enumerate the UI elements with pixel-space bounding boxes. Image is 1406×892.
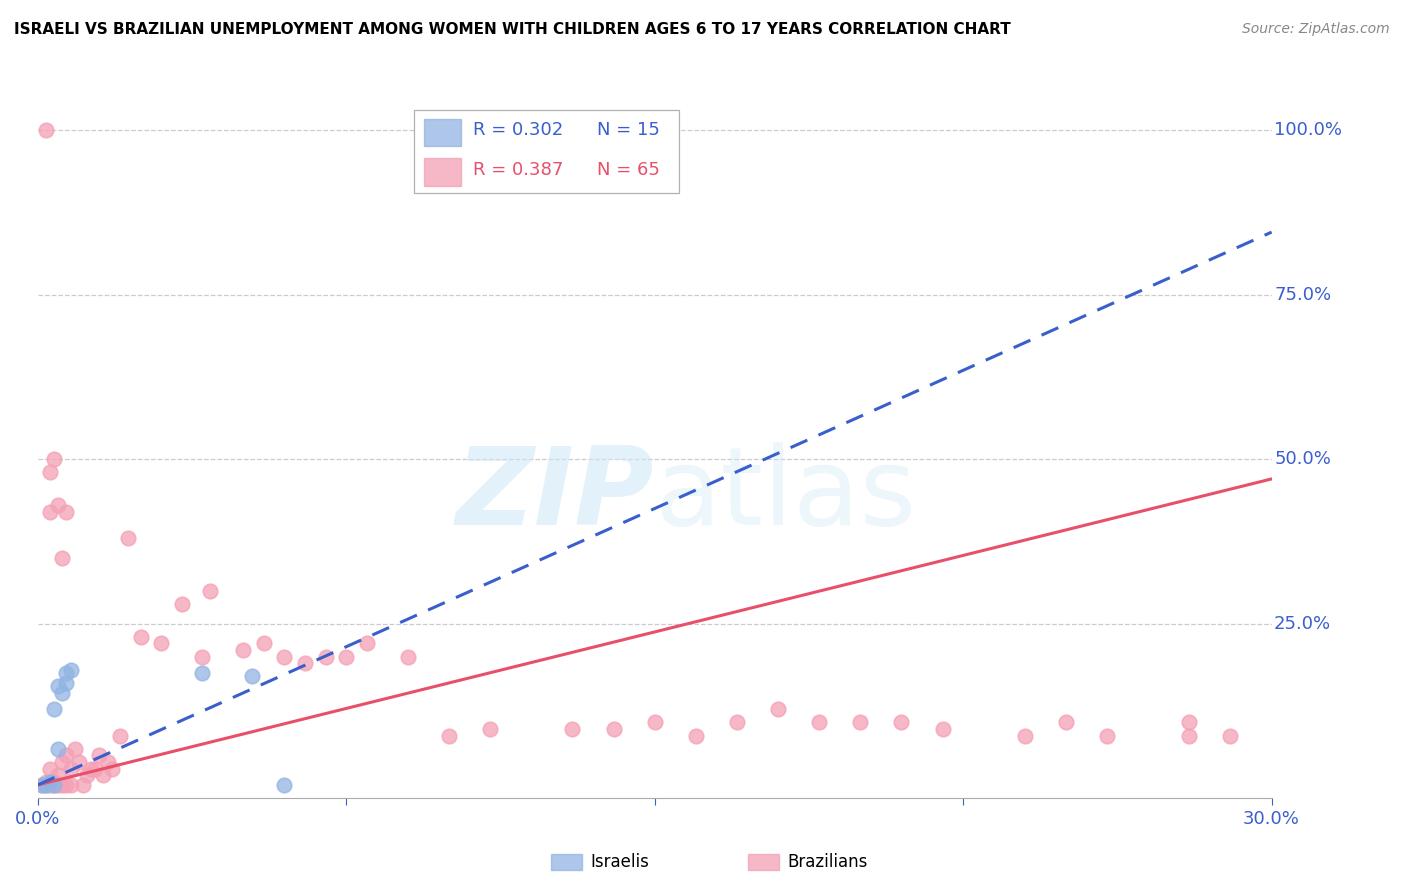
Text: ISRAELI VS BRAZILIAN UNEMPLOYMENT AMONG WOMEN WITH CHILDREN AGES 6 TO 17 YEARS C: ISRAELI VS BRAZILIAN UNEMPLOYMENT AMONG … — [14, 22, 1011, 37]
Point — [232, 643, 254, 657]
Point — [72, 778, 94, 792]
Point — [766, 702, 789, 716]
Bar — [423, 119, 461, 146]
Text: 75.0%: 75.0% — [1274, 285, 1331, 303]
Point — [602, 722, 624, 736]
Text: Brazilians: Brazilians — [787, 853, 868, 871]
Point — [31, 778, 53, 792]
Point — [890, 715, 912, 730]
Point — [59, 663, 82, 677]
Point — [191, 666, 214, 681]
Point — [84, 762, 107, 776]
Point — [1219, 729, 1241, 743]
Point — [51, 755, 73, 769]
Text: 25.0%: 25.0% — [1274, 615, 1331, 632]
Point — [44, 774, 66, 789]
Point — [51, 550, 73, 565]
Text: Source: ZipAtlas.com: Source: ZipAtlas.com — [1241, 22, 1389, 37]
Point — [437, 729, 460, 743]
Point — [39, 762, 62, 776]
Point — [44, 778, 66, 792]
Point — [1014, 729, 1036, 743]
Text: Israelis: Israelis — [591, 853, 650, 871]
Point — [63, 741, 86, 756]
Point — [35, 123, 58, 137]
Point — [80, 762, 103, 776]
Point — [685, 729, 707, 743]
Point — [39, 505, 62, 519]
Point — [35, 778, 58, 792]
Bar — [423, 158, 461, 186]
Point — [59, 778, 82, 792]
Point — [129, 630, 152, 644]
Point — [315, 649, 337, 664]
Point — [59, 762, 82, 776]
Point — [117, 531, 139, 545]
Point — [46, 741, 69, 756]
Point — [200, 583, 222, 598]
Point — [44, 778, 66, 792]
Point — [55, 778, 77, 792]
Point — [1054, 715, 1077, 730]
Text: N = 65: N = 65 — [596, 161, 659, 178]
Point — [35, 778, 58, 792]
Text: ZIP: ZIP — [457, 442, 655, 549]
Point — [93, 768, 115, 782]
Point — [39, 778, 62, 792]
Point — [561, 722, 583, 736]
Point — [479, 722, 502, 736]
Point — [55, 505, 77, 519]
Point — [97, 755, 120, 769]
Point — [46, 768, 69, 782]
Point — [67, 755, 90, 769]
Point — [46, 679, 69, 693]
Point — [273, 649, 295, 664]
Point — [31, 778, 53, 792]
Point — [644, 715, 666, 730]
Point — [1178, 729, 1201, 743]
Text: 100.0%: 100.0% — [1274, 121, 1343, 139]
FancyBboxPatch shape — [413, 110, 679, 193]
Text: R = 0.387: R = 0.387 — [474, 161, 564, 178]
Point — [356, 636, 378, 650]
Point — [55, 666, 77, 681]
Point — [108, 729, 131, 743]
Point — [46, 778, 69, 792]
Point — [725, 715, 748, 730]
Text: N = 15: N = 15 — [596, 121, 659, 139]
Point — [931, 722, 953, 736]
Point — [100, 762, 122, 776]
Point — [849, 715, 872, 730]
Point — [294, 657, 316, 671]
Point — [396, 649, 419, 664]
Point — [76, 768, 98, 782]
Point — [253, 636, 276, 650]
Point — [1178, 715, 1201, 730]
Point — [44, 702, 66, 716]
Point — [39, 776, 62, 790]
Text: 50.0%: 50.0% — [1274, 450, 1331, 468]
Point — [39, 466, 62, 480]
Text: atlas: atlas — [655, 442, 917, 549]
Point — [89, 748, 111, 763]
Point — [170, 597, 193, 611]
Point — [44, 452, 66, 467]
Point — [55, 676, 77, 690]
Point — [273, 778, 295, 792]
Point — [150, 636, 173, 650]
Point — [335, 649, 357, 664]
Point — [240, 669, 263, 683]
Point — [51, 686, 73, 700]
Point — [808, 715, 831, 730]
Point — [39, 774, 62, 789]
Text: R = 0.302: R = 0.302 — [474, 121, 564, 139]
Point — [46, 498, 69, 512]
Point — [35, 774, 58, 789]
Point — [51, 778, 73, 792]
Point — [1095, 729, 1118, 743]
Point — [55, 748, 77, 763]
Point — [191, 649, 214, 664]
